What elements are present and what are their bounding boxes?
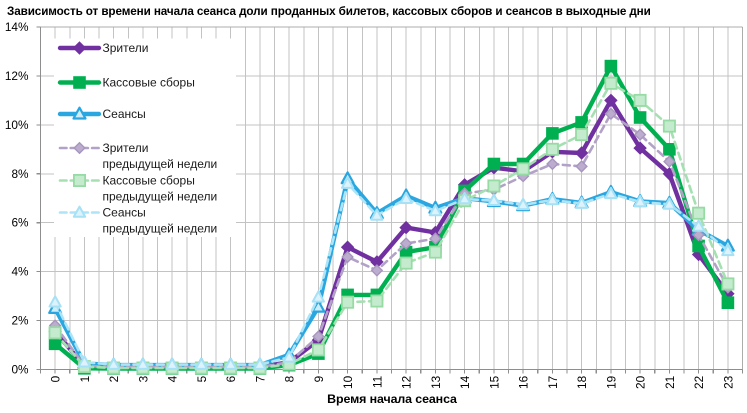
svg-text:5: 5: [195, 375, 209, 382]
svg-text:Кассовые сборы: Кассовые сборы: [103, 174, 195, 188]
svg-text:20: 20: [634, 375, 648, 389]
svg-text:12%: 12%: [5, 69, 29, 83]
svg-text:2%: 2%: [11, 314, 29, 328]
svg-text:16: 16: [517, 375, 531, 389]
svg-text:4%: 4%: [11, 265, 29, 279]
svg-text:6: 6: [224, 375, 238, 382]
svg-text:0%: 0%: [11, 363, 29, 377]
svg-text:12: 12: [400, 376, 414, 389]
svg-text:Сеансы: Сеансы: [103, 107, 146, 121]
svg-text:6%: 6%: [11, 216, 29, 230]
svg-text:предыдущей недели: предыдущей недели: [103, 157, 218, 171]
svg-text:2: 2: [107, 376, 121, 383]
svg-text:11: 11: [371, 376, 385, 388]
svg-text:3: 3: [137, 375, 151, 382]
svg-text:8%: 8%: [11, 167, 29, 181]
svg-text:1: 1: [78, 376, 92, 383]
svg-text:Зрители: Зрители: [103, 141, 149, 155]
svg-text:Время начала сеанса: Время начала сеанса: [327, 392, 457, 406]
svg-text:18: 18: [575, 375, 589, 389]
svg-text:предыдущей недели: предыдущей недели: [103, 222, 218, 236]
svg-text:14: 14: [458, 375, 472, 389]
svg-text:14%: 14%: [5, 20, 29, 34]
svg-text:21: 21: [663, 376, 677, 389]
svg-text:9: 9: [312, 376, 326, 383]
svg-text:0: 0: [49, 375, 63, 382]
svg-text:8: 8: [283, 375, 297, 382]
svg-text:Кассовые сборы: Кассовые сборы: [103, 76, 195, 90]
svg-text:19: 19: [605, 376, 619, 389]
svg-text:22: 22: [692, 376, 706, 389]
svg-text:7: 7: [254, 376, 268, 383]
svg-text:17: 17: [546, 376, 560, 389]
svg-text:Зрители: Зрители: [103, 41, 149, 55]
svg-text:13: 13: [429, 375, 443, 389]
svg-text:предыдущей недели: предыдущей недели: [103, 190, 218, 204]
svg-text:Сеансы: Сеансы: [103, 206, 146, 220]
svg-text:10: 10: [341, 375, 355, 389]
svg-text:23: 23: [722, 375, 736, 389]
svg-text:10%: 10%: [5, 118, 29, 132]
svg-text:Зависимость от времени начала: Зависимость от времени начала сеанса дол…: [7, 5, 651, 18]
svg-text:4: 4: [166, 375, 180, 382]
svg-text:15: 15: [488, 375, 502, 389]
